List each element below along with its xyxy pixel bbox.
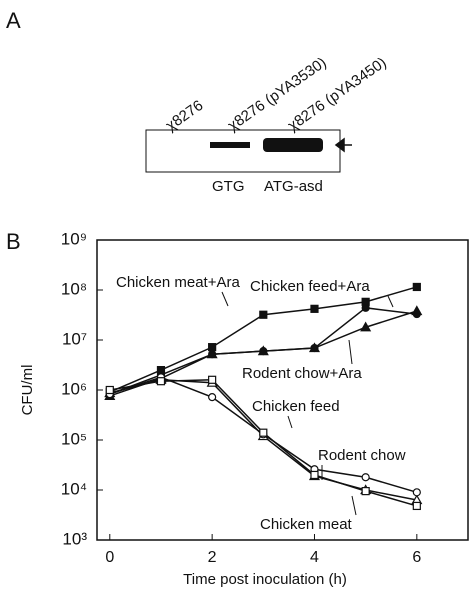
point: [260, 429, 267, 436]
point: [311, 471, 318, 478]
leader-line: [388, 296, 393, 307]
point: [362, 474, 369, 481]
point: [413, 502, 420, 509]
y-tick-label: 10⁹: [61, 229, 87, 248]
point: [412, 307, 421, 315]
leader-line: [288, 416, 292, 428]
point: [157, 367, 164, 374]
legend-label: Rodent chow+Ara: [242, 365, 362, 382]
band-label: ATG-asd: [264, 178, 323, 195]
x-tick-label: 2: [208, 549, 217, 566]
point: [209, 376, 216, 383]
point: [311, 305, 318, 312]
blot-band: [263, 138, 323, 152]
point: [362, 298, 369, 305]
x-tick-label: 4: [310, 549, 319, 566]
legend-label: Chicken meat: [260, 516, 353, 533]
legend-label: Rodent chow: [318, 447, 406, 464]
legend-label: Chicken feed+Ara: [250, 278, 370, 295]
leader-line: [352, 496, 356, 515]
panel-label: A: [6, 8, 21, 33]
x-tick-label: 6: [412, 549, 421, 566]
lane-label: χ8276 (pYA3450): [285, 54, 390, 134]
point: [413, 489, 420, 496]
legend-label: Chicken meat+Ara: [116, 274, 240, 291]
y-axis-title: CFU/ml: [19, 365, 36, 416]
lane-label: χ8276 (pYA3530): [225, 54, 330, 134]
point: [106, 387, 113, 394]
point: [157, 378, 164, 385]
y-tick-label: 10⁴: [61, 479, 87, 498]
x-axis-title: Time post inoculation (h): [183, 571, 347, 588]
point: [362, 488, 369, 495]
point: [209, 394, 216, 401]
lane-label: χ8276: [163, 97, 207, 135]
legend-label: Chicken feed: [252, 398, 340, 415]
panel-label: B: [6, 229, 21, 254]
y-tick-label: 10⁶: [61, 379, 87, 398]
leader-line: [349, 340, 352, 364]
band-arrow: [336, 139, 352, 151]
y-tick-label: 10⁸: [61, 279, 87, 298]
point: [413, 283, 420, 290]
leader-line: [222, 292, 228, 306]
x-tick-label: 0: [105, 549, 114, 566]
point: [260, 311, 267, 318]
blot-band: [210, 142, 250, 148]
figure: A χ8276 χ8276 (pYA3530) χ8276 (pYA3450) …: [0, 0, 471, 593]
band-label: GTG: [212, 178, 245, 195]
y-tick-label: 10⁵: [61, 429, 87, 448]
y-tick-label: 10⁷: [62, 329, 87, 348]
y-tick-label: 10³: [62, 529, 87, 548]
